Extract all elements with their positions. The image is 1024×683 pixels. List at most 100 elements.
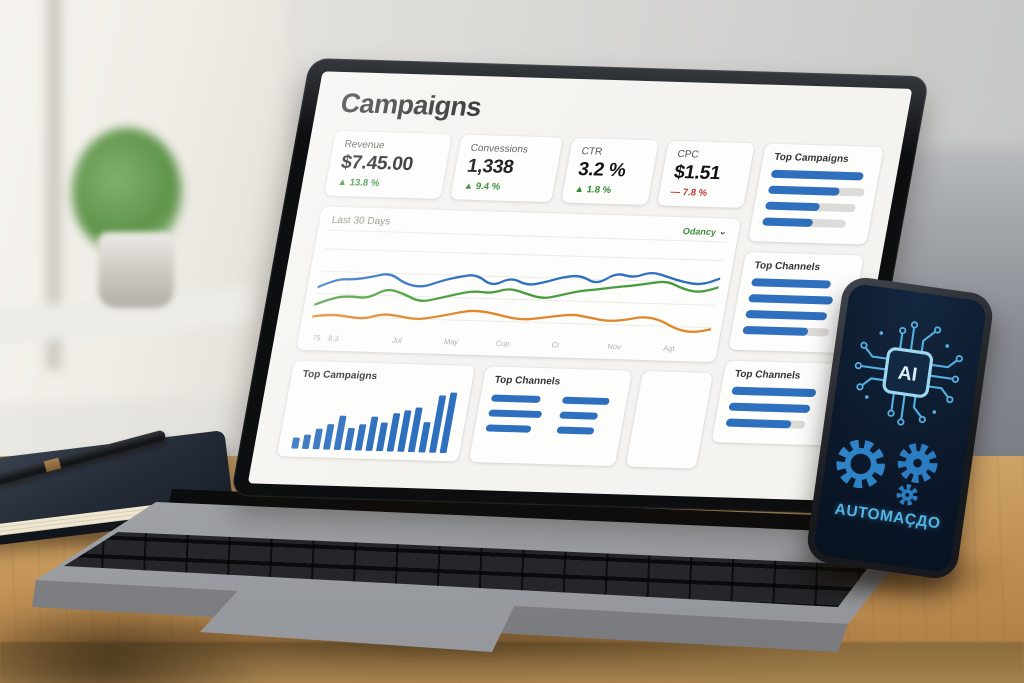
kpi-value: 1,338: [465, 155, 516, 179]
side-panel-0: Top Campaigns: [748, 143, 884, 245]
bar: [386, 413, 401, 452]
bar: [439, 392, 458, 454]
channel-bar: [490, 394, 541, 403]
kpi-card-revenue: Revenue $7.45.00 ▲ 13.8 %: [324, 130, 453, 199]
bottom-channels-title: Top Channels: [493, 374, 562, 388]
bar: [365, 416, 379, 451]
progress-fill: [748, 294, 834, 305]
channel-bar: [562, 396, 610, 405]
kpi-row: Revenue $7.45.00 ▲ 13.8 % Convessions 1,338 ▲…: [324, 130, 755, 208]
gear-right-icon: [897, 443, 938, 483]
x-tick-label: 75: [311, 333, 322, 343]
kpi-delta: ▲ 13.8 %: [336, 176, 381, 190]
x-tick-label: Agt: [662, 343, 676, 353]
progress-bar: [770, 169, 868, 181]
dashboard-screen: Campaigns Revenue $7.45.00 ▲ 13.8 % Convess…: [247, 71, 913, 501]
line-series-green: [313, 280, 720, 306]
kpi-delta: — 7.8 %: [669, 186, 709, 199]
progress-bar: [767, 185, 866, 197]
progress-bar: [731, 386, 828, 398]
x-tick-label: Nov: [606, 341, 622, 352]
bar: [408, 407, 423, 453]
progress-fill: [750, 278, 832, 289]
progress-fill: [761, 217, 814, 227]
metric-dropdown[interactable]: Odancy ⌄: [682, 225, 728, 237]
channel-bars: [483, 394, 616, 447]
chip-label: AI: [897, 363, 919, 386]
progress-fill: [728, 402, 811, 413]
chevron-down-icon: ⌄: [718, 226, 728, 237]
channel-bar: [556, 426, 595, 435]
bar: [291, 437, 300, 449]
progress-bar: [761, 217, 859, 229]
bar: [376, 422, 388, 452]
bar: [323, 424, 335, 450]
campaigns-dashboard: Campaigns Revenue $7.45.00 ▲ 13.8 % Convess…: [248, 71, 913, 500]
laptop-screen: Campaigns Revenue $7.45.00 ▲ 13.8 % Convess…: [230, 58, 930, 515]
x-tick-label: Jul: [391, 335, 403, 345]
progress-bar: [764, 201, 862, 213]
bar-chart-card: Top Campaigns: [276, 360, 476, 462]
progress-bar: [725, 418, 822, 430]
channel-bar: [485, 424, 532, 433]
line-chart: [309, 235, 726, 344]
bar-chart-title: Top Campaigns: [301, 368, 378, 383]
phone: AI AUTOMAÇДO: [804, 274, 996, 582]
x-tick-label: May: [443, 337, 460, 347]
kpi-label: Convessions: [469, 142, 529, 156]
kpi-delta: ▲ 9.4 %: [462, 180, 502, 193]
progress-fill: [731, 386, 818, 398]
kpi-card-ctr: CTR 3.2 % ▲ 1.8 %: [561, 137, 659, 206]
bar: [333, 415, 347, 451]
kpi-label: CPC: [676, 148, 700, 161]
plant-pot: [98, 232, 174, 308]
x-tick-label: 8.3: [327, 333, 340, 343]
side-panel-title: Top Campaigns: [773, 151, 850, 165]
progress-bar: [748, 294, 845, 305]
progress-bar: [745, 310, 842, 321]
bar: [355, 424, 367, 451]
circuit-traces: [860, 327, 958, 420]
empty-card: [626, 371, 714, 469]
progress-fill: [764, 201, 821, 212]
progress-fill: [767, 185, 841, 196]
gear-left-icon: [836, 439, 885, 489]
side-panel-title: Top Channels: [733, 368, 802, 382]
channel-bar: [488, 409, 543, 418]
progress-fill: [725, 418, 793, 429]
progress-fill: [770, 169, 865, 181]
line-chart-card: Last 30 Days Odancy ⌄ 75 8.3 Jul May Cup Ct No…: [296, 206, 742, 363]
bar: [418, 422, 431, 453]
chart-title: Last 30 Days: [330, 214, 392, 228]
bar: [312, 428, 323, 450]
side-panel-title: Top Channels: [753, 260, 821, 274]
progress-fill: [745, 310, 828, 321]
kpi-value: $1.51: [672, 161, 723, 185]
gears-icon: [836, 439, 938, 506]
progress-fill: [742, 325, 809, 336]
kpi-value: $7.45.00: [339, 152, 415, 176]
kpi-label: Revenue: [343, 139, 386, 152]
x-tick-label: Ct: [550, 340, 561, 350]
bottom-channels-card: Top Channels: [468, 366, 633, 467]
channel-column: [484, 394, 545, 441]
window-frame: [46, 0, 62, 370]
kpi-delta: ▲ 1.8 %: [573, 183, 613, 196]
progress-bar: [728, 402, 825, 414]
x-tick-label: Cup: [495, 338, 511, 349]
channel-bar: [559, 411, 599, 420]
progress-bar: [750, 278, 848, 289]
line-series-blue: [316, 271, 722, 289]
bar: [302, 434, 311, 450]
bar-chart: [289, 387, 459, 454]
bar-chart-svg: [291, 392, 458, 454]
channel-column: [555, 396, 616, 443]
line-chart-svg: [311, 248, 724, 334]
kpi-value: 3.2 %: [576, 159, 628, 182]
kpi-card-convessions: Convessions 1,338 ▲ 9.4 %: [450, 134, 564, 203]
line-series-orange: [311, 309, 712, 334]
bar: [429, 395, 446, 453]
phone-screen: AI AUTOMAÇДO: [812, 282, 988, 574]
kpi-card-cpc: CPC $1.51— 7.8 %: [657, 140, 755, 208]
